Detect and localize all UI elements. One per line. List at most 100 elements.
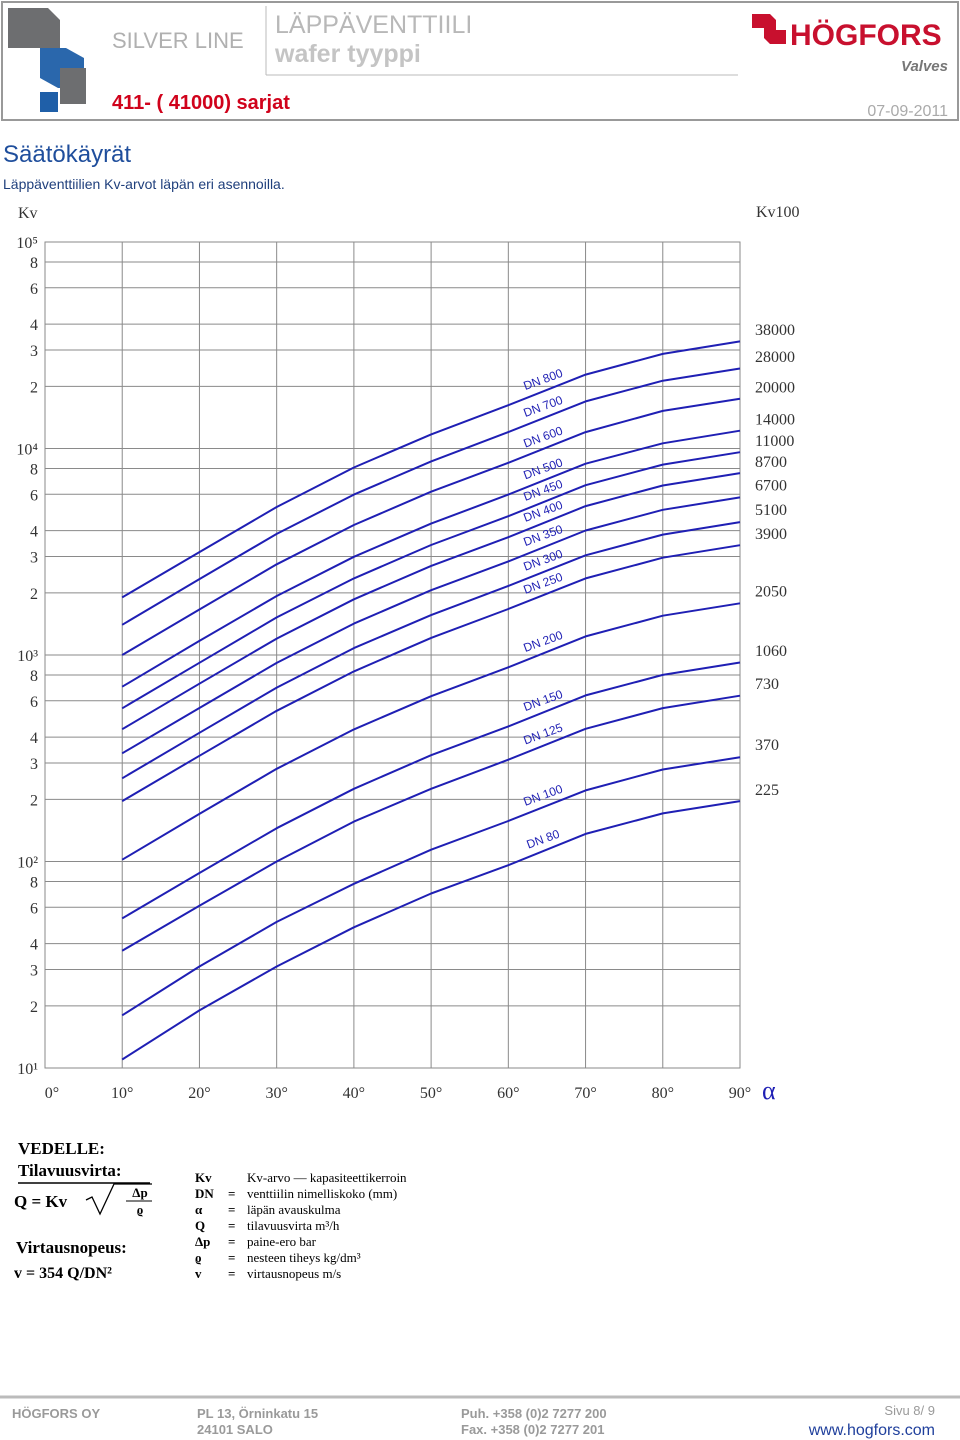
series-label: DN 100 xyxy=(521,782,564,809)
flow-title: Tilavuusvirta: xyxy=(18,1161,122,1180)
legend-text: virtausnopeus m/s xyxy=(247,1266,341,1281)
y-tick-label: 10¹ xyxy=(17,1061,38,1078)
legend-symbol: Q xyxy=(195,1218,205,1233)
legend-symbol: Δp xyxy=(195,1234,210,1249)
legend-equals: = xyxy=(228,1266,235,1281)
legend-equals: = xyxy=(228,1234,235,1249)
y-tick-label: 3 xyxy=(30,549,38,566)
y-tick-label: 4 xyxy=(30,937,38,954)
formula-heading: VEDELLE: xyxy=(18,1139,105,1158)
y-tick-label: 8 xyxy=(30,462,38,479)
footer-company: HÖGFORS OY xyxy=(12,1406,100,1421)
kv100-label: 1060 xyxy=(755,643,787,660)
brand: HÖGFORS xyxy=(790,19,942,52)
legend-text: venttiilin nimelliskoko (mm) xyxy=(247,1186,397,1201)
x-tick-label: 60° xyxy=(497,1085,519,1102)
y-tick-label: 2 xyxy=(30,379,38,396)
curve xyxy=(121,451,741,710)
kv100-label: 38000 xyxy=(755,322,795,339)
curve xyxy=(121,340,741,599)
curve xyxy=(121,694,741,952)
y-tick-label: 2 xyxy=(30,792,38,809)
flow-lhs: Q = Kv xyxy=(14,1192,68,1211)
kv100-label: 20000 xyxy=(755,379,795,396)
series-label: DN 125 xyxy=(521,720,564,747)
kv100-label: 11000 xyxy=(755,433,794,450)
kv100-label: 2050 xyxy=(755,584,787,601)
doc-title: LÄPPÄVENTTIILI xyxy=(275,11,472,39)
x-tick-label: 50° xyxy=(420,1085,442,1102)
curve xyxy=(121,397,741,656)
y-tick-label: 8 xyxy=(30,255,38,272)
curve xyxy=(121,800,741,1061)
x-tick-label: 70° xyxy=(574,1085,596,1102)
y-tick-label: 8 xyxy=(30,668,38,685)
curve xyxy=(121,602,741,861)
x-tick-label: 20° xyxy=(188,1085,210,1102)
y-tick-label: 3 xyxy=(30,962,38,979)
legend-text: tilavuusvirta m³/h xyxy=(247,1218,340,1233)
product-line: SILVER LINE xyxy=(112,28,244,53)
legend-symbol: α xyxy=(195,1202,203,1217)
velocity-eq: v = 354 Q/DN² xyxy=(14,1265,112,1282)
kv100-label: 8700 xyxy=(755,454,787,471)
chart: 10⁵ 8 6 4 3 2 10⁴ 8 6 4 3 2 10³ 8 6 4 3 2 10² 8 6 4 3 2 10¹ 0° 10°… xyxy=(16,204,799,1105)
footer-address: PL 13, Örninkatu 15 xyxy=(197,1406,318,1421)
y2-axis-label: Kv100 xyxy=(756,204,800,221)
legend-text: Kv-arvo — kapasiteettikerroin xyxy=(247,1170,407,1185)
y-tick-label: 10³ xyxy=(17,648,38,665)
y-tick-label: 3 xyxy=(30,343,38,360)
legend-text: nesteen tiheys kg/dm³ xyxy=(247,1250,361,1265)
legend-equals: = xyxy=(228,1186,235,1201)
x-tick-label: 80° xyxy=(652,1085,674,1102)
kv100-label: 225 xyxy=(755,782,779,799)
curve xyxy=(121,756,741,1017)
kv100-label: 730 xyxy=(755,676,779,693)
formula: VEDELLE: Tilavuusvirta: Q = Kv Δp ϱ Virt… xyxy=(14,1139,152,1282)
legend-symbol: ϱ xyxy=(195,1250,202,1265)
header-frame xyxy=(1,1,959,121)
series-label: DN 800 xyxy=(521,366,564,393)
legend-text: läpän avauskulma xyxy=(247,1202,341,1217)
kv100-label: 3900 xyxy=(755,526,787,543)
curve xyxy=(121,367,741,626)
symbol-legend: Kv Kv-arvo — kapasiteettikerroin DN = ventti… xyxy=(195,1170,407,1281)
series-label: DN 200 xyxy=(521,628,564,655)
footer-phone: Puh. +358 (0)2 7277 200 xyxy=(461,1406,607,1421)
series-label: DN 600 xyxy=(521,423,564,450)
series-label: DN 80 xyxy=(525,827,562,852)
curve xyxy=(121,472,741,731)
footer-web[interactable]: www.hogfors.com xyxy=(808,1422,935,1439)
curve xyxy=(121,544,741,802)
kv100-label: 28000 xyxy=(755,349,795,366)
velocity-title: Virtausnopeus: xyxy=(16,1238,127,1257)
kv100-label: 14000 xyxy=(755,411,795,428)
series-label: DN 150 xyxy=(521,687,564,714)
y-tick-label: 2 xyxy=(30,999,38,1016)
y-tick-label: 10² xyxy=(17,855,38,872)
x-tick-label: 90° xyxy=(729,1085,751,1102)
y-tick-label: 10⁵ xyxy=(16,235,38,252)
y-axis-label: Kv xyxy=(18,205,38,222)
plot-frame xyxy=(44,241,741,1069)
curve xyxy=(121,496,741,755)
y-tick-label: 8 xyxy=(30,875,38,892)
kv100-label: 6700 xyxy=(755,477,787,494)
date: 07-09-2011 xyxy=(867,103,948,120)
footer-fax: Fax. +358 (0)2 7277 201 xyxy=(461,1422,604,1437)
sqrt-sign xyxy=(85,1183,152,1216)
section-description: Läppäventtiilien Kv-arvot läpän eri asen… xyxy=(3,176,285,192)
legend-equals: = xyxy=(228,1250,235,1265)
series-title: 411- ( 41000) sarjat xyxy=(112,92,290,114)
curve xyxy=(121,521,741,780)
legend-symbol: Kv xyxy=(195,1170,212,1185)
brand-sub: Valves xyxy=(901,58,948,75)
y-tick-label: 6 xyxy=(30,900,38,917)
section-title: Säätökäyrät xyxy=(3,141,131,168)
flow-denominator: ϱ xyxy=(137,1202,144,1217)
doc-subtitle: wafer tyyppi xyxy=(274,40,421,68)
y-tick-label: 4 xyxy=(30,317,38,334)
flow-numerator: Δp xyxy=(132,1185,147,1200)
